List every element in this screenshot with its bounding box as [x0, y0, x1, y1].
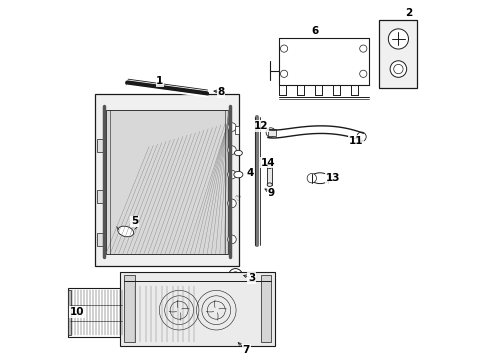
Bar: [97, 190, 104, 203]
Text: 4: 4: [246, 168, 253, 178]
Circle shape: [306, 174, 316, 183]
Circle shape: [393, 64, 402, 74]
Circle shape: [227, 170, 236, 179]
Bar: [123, 275, 134, 342]
Text: 2: 2: [404, 8, 411, 18]
Text: 8: 8: [217, 87, 224, 97]
Text: 7: 7: [242, 345, 249, 355]
Bar: [235, 126, 239, 134]
Circle shape: [228, 269, 242, 282]
Circle shape: [265, 128, 275, 137]
Text: 5: 5: [131, 216, 138, 226]
Ellipse shape: [233, 171, 243, 178]
Circle shape: [280, 70, 287, 77]
Circle shape: [280, 45, 287, 52]
Text: 13: 13: [325, 173, 339, 183]
Circle shape: [387, 29, 407, 49]
Circle shape: [389, 61, 406, 77]
Bar: [260, 275, 271, 342]
Bar: [266, 167, 272, 185]
Bar: [68, 288, 123, 337]
Ellipse shape: [234, 150, 242, 156]
Circle shape: [356, 132, 366, 141]
Text: 11: 11: [348, 136, 363, 146]
Ellipse shape: [266, 165, 272, 168]
Bar: [379, 20, 416, 88]
Bar: [120, 272, 275, 346]
Bar: [121, 290, 123, 335]
Bar: [106, 110, 228, 254]
Text: 1: 1: [156, 76, 163, 86]
Text: 14: 14: [260, 158, 275, 168]
Ellipse shape: [118, 226, 133, 237]
Circle shape: [359, 45, 366, 52]
Circle shape: [227, 235, 236, 244]
Circle shape: [227, 199, 236, 208]
Text: ♡: ♡: [234, 196, 240, 202]
Bar: [95, 94, 239, 266]
Text: 9: 9: [267, 188, 274, 198]
Bar: [267, 129, 275, 136]
Bar: [97, 233, 104, 246]
Bar: [97, 139, 104, 152]
Circle shape: [231, 272, 239, 279]
Text: 10: 10: [70, 307, 84, 317]
Text: 12: 12: [253, 121, 267, 131]
Circle shape: [227, 123, 236, 131]
Text: 6: 6: [310, 26, 318, 36]
Ellipse shape: [266, 183, 272, 186]
Ellipse shape: [310, 173, 329, 184]
Circle shape: [359, 70, 366, 77]
Text: 3: 3: [247, 273, 255, 283]
Bar: [68, 290, 71, 335]
Circle shape: [227, 146, 236, 154]
